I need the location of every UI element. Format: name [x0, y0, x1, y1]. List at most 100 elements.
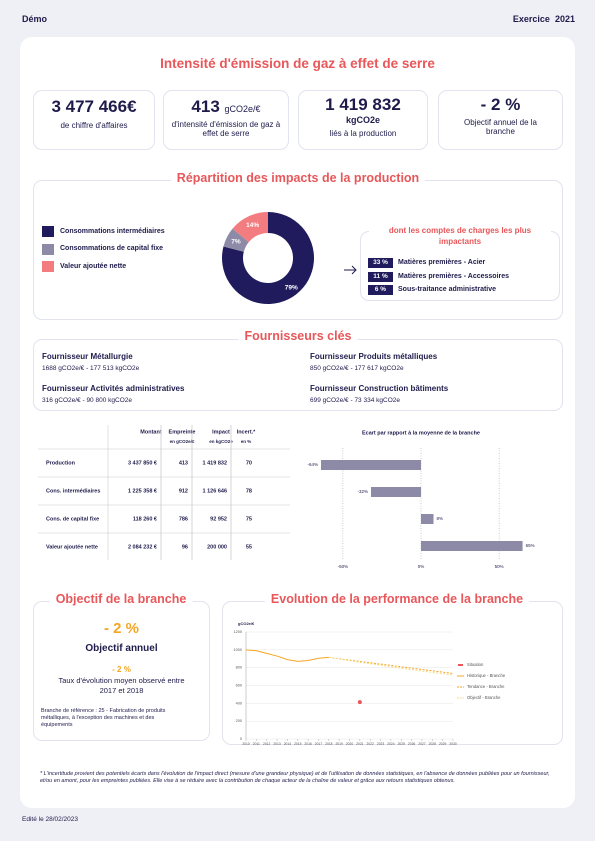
y-axis-label: gCO2e/€	[238, 621, 255, 626]
donut-slice	[232, 212, 268, 243]
kpi-caption: de chiffre d'affaires	[60, 121, 128, 130]
x-tick-label: 2025	[398, 742, 406, 746]
slice-label: 7%	[231, 238, 241, 245]
x-tick-label: 0%	[418, 564, 425, 569]
slice-label: 79%	[285, 285, 298, 292]
kpi-caption: d'intensité d'émission de gaz à effet de…	[171, 120, 281, 138]
kpi-card: 3 477 466€ de chiffre d'affaires	[33, 90, 155, 150]
row-label: Cons. de capital fixe	[46, 516, 99, 522]
kpi-unit: gCO2e/€	[224, 104, 261, 114]
table-cell: 2 084 232 €	[128, 544, 157, 550]
bar	[321, 460, 421, 470]
row-label: Production	[46, 460, 76, 466]
y-tick-label: 600	[236, 684, 242, 688]
bar-label: 8%	[437, 516, 444, 521]
x-tick-label: 2024	[387, 742, 395, 746]
supplier-detail: 316 gCO2e/€ - 90 800 kgCO2e	[42, 397, 132, 404]
bar-label: -32%	[357, 489, 368, 494]
table-header: en kgCO2e	[209, 439, 233, 444]
legend-label: Valeur ajoutée nette	[60, 262, 127, 270]
row-label: Valeur ajoutée nette	[46, 544, 98, 550]
legend-label: Tendance - Branche	[467, 684, 505, 689]
y-tick-label: 1200	[234, 630, 242, 634]
section-title: Objectif de la branche	[49, 592, 193, 606]
table-header: Incert.*	[237, 429, 257, 435]
x-tick-label: 2021	[356, 742, 364, 746]
table-cell: 413	[179, 460, 188, 466]
series-line	[328, 656, 454, 676]
x-tick-label: 2013	[273, 742, 281, 746]
kpi-value: 413	[191, 97, 220, 116]
table-cell: 96	[182, 544, 188, 550]
bar-label: -64%	[307, 462, 318, 467]
x-tick-label: 2028	[429, 742, 437, 746]
table-cell: 1 225 358 €	[128, 488, 157, 494]
edited-date: Edité le 28/02/2023	[22, 816, 79, 823]
table-cell: 75	[246, 516, 252, 522]
section-title: Evolution de la performance de la branch…	[264, 592, 530, 606]
suppliers-box	[33, 339, 563, 411]
observed-caption: Taux d'évolution moyen observé entre 201…	[58, 676, 185, 695]
table-header: en %	[241, 439, 252, 444]
table-cell: 55	[246, 544, 252, 550]
supplier-detail: 1688 gCO2e/€ - 177 513 kgCO2e	[42, 365, 140, 372]
table-cell: 1 126 646	[203, 488, 227, 494]
legend-swatch	[42, 243, 54, 255]
table-header: Empreinte	[169, 429, 196, 435]
top-accounts-title: dont les comptes de charges les plus imp…	[369, 225, 551, 247]
x-tick-label: 2023	[377, 742, 385, 746]
table-cell: 78	[246, 488, 252, 494]
x-tick-label: 2017	[315, 742, 323, 746]
y-tick-label: 400	[236, 701, 242, 705]
share-badge: 11 %	[368, 271, 393, 282]
kpi-card: - 2 % Objectif annuel de la branche	[438, 90, 563, 150]
y-tick-label: 800	[236, 666, 242, 670]
donut-slice	[223, 228, 249, 252]
x-tick-label: 2015	[294, 742, 302, 746]
bar	[371, 487, 421, 497]
legend-label: Consommations intermédiaires	[60, 227, 165, 235]
kpi-value: 3 477 466€	[51, 97, 137, 116]
supplier-name: Fournisseur Activités administratives	[42, 384, 185, 393]
x-tick-label: 2020	[346, 742, 354, 746]
situation-point	[357, 700, 362, 705]
header-left: Démo	[22, 14, 48, 24]
kpi-caption: liés à la production	[329, 129, 397, 138]
table-cell: 92 952	[210, 516, 227, 522]
objective-label: Objectif annuel	[85, 643, 158, 654]
x-tick-label: 2022	[367, 742, 375, 746]
footnote: * L'incertitude provient des potentiels …	[40, 771, 550, 784]
kpi-card: 413 gCO2e/€ d'intensité d'émission de ga…	[163, 90, 289, 150]
reference: Branche de référence : 25 - Fabrication …	[41, 708, 166, 728]
table-header: en gCO2e/€	[170, 439, 195, 444]
x-tick-label: 2019	[335, 742, 343, 746]
series-line	[245, 649, 329, 662]
table-cell: 118 260 €	[133, 516, 157, 522]
bar	[421, 514, 434, 524]
legend-swatch	[42, 226, 54, 237]
x-tick-label: 2012	[263, 742, 271, 746]
objective-value: - 2 %	[103, 620, 139, 637]
x-tick-label: 2027	[418, 742, 426, 746]
main-title: Intensité d'émission de gaz à effet de s…	[160, 56, 435, 71]
observed-value: - 2 %	[112, 665, 131, 674]
supplier-name: Fournisseur Construction bâtiments	[310, 384, 449, 393]
x-tick-label: 2018	[325, 742, 333, 746]
gap-title: Ecart par rapport à la moyenne de la bra…	[362, 430, 480, 436]
x-tick-label: 2010	[242, 742, 250, 746]
legend-label: Historique - Branche	[467, 673, 506, 678]
arrow	[344, 265, 357, 275]
section-title: Répartition des impacts de la production	[170, 171, 426, 185]
table-cell: 1 419 832	[203, 460, 227, 466]
x-tick-label: 2026	[408, 742, 416, 746]
share-badge: 33 %	[368, 258, 393, 268]
slice-label: 14%	[246, 222, 259, 229]
table-cell: 912	[179, 488, 188, 494]
x-tick-label: 2029	[439, 742, 447, 746]
legend-label: Situation	[467, 662, 484, 667]
y-tick-label: 1000	[234, 648, 242, 652]
kpi-value: - 2 %	[480, 95, 521, 114]
x-tick-label: 2011	[253, 742, 260, 746]
